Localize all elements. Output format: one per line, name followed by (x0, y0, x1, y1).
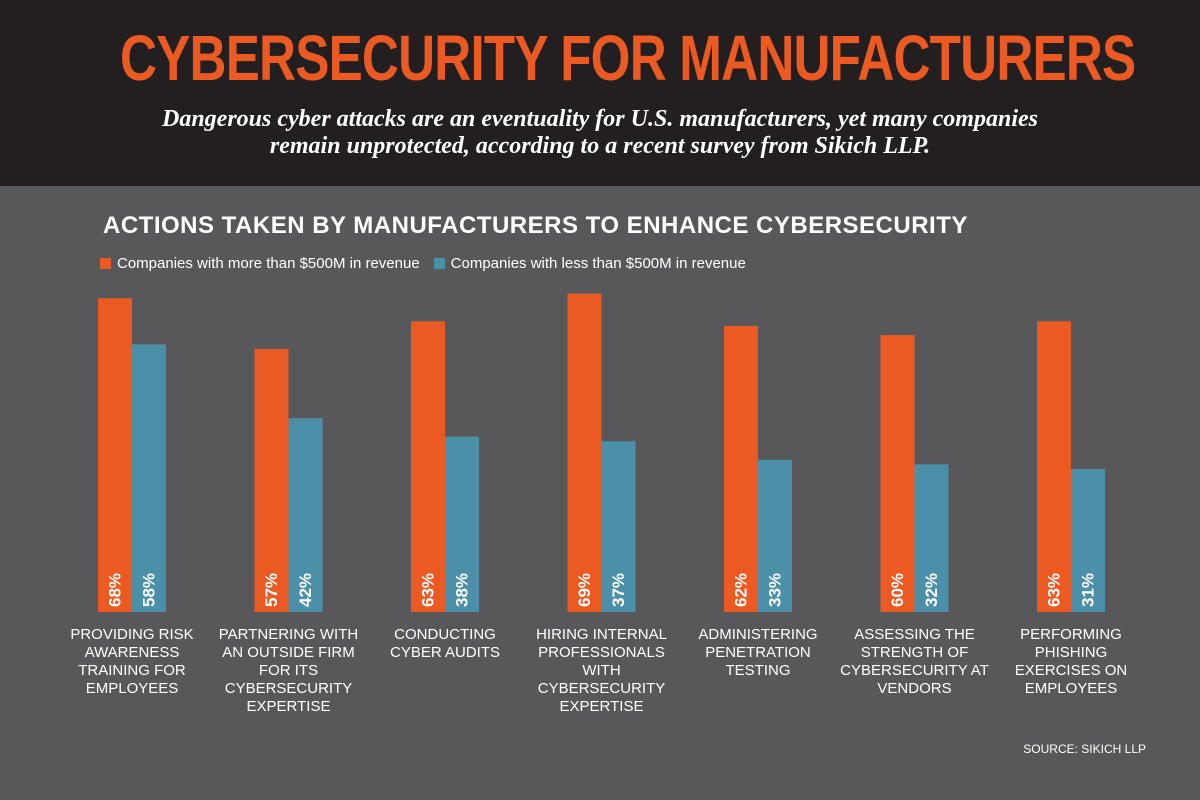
data-label-large-2: 57% (262, 573, 281, 607)
data-label-large-7: 63% (1045, 573, 1064, 607)
bar-large-5 (724, 325, 758, 612)
category-label-1: PROVIDING RISK AWARENESS TRAINING FOR EM… (70, 626, 194, 697)
data-label-small-5: 33% (766, 573, 785, 607)
data-label-small-2: 42% (296, 573, 315, 607)
source-note: SOURCE: SIKICH LLP (1023, 742, 1146, 756)
page-subtitle: Dangerous cyber attacks are an eventuali… (0, 106, 1200, 160)
data-label-large-4: 69% (575, 573, 594, 607)
page-title: CYBERSECURITY FOR MANUFACTURERS (120, 22, 1136, 94)
data-label-small-4: 37% (609, 573, 628, 607)
data-label-large-3: 63% (419, 573, 438, 607)
bar-small-6 (914, 464, 949, 612)
legend-item-large-companies: Companies with more than $500M in revenu… (100, 255, 420, 272)
category-label-2: PARTNERING WITH AN OUTSIDE FIRM FOR ITS … (218, 626, 359, 715)
subtitle-line-1: Dangerous cyber attacks are an eventuali… (162, 106, 1038, 132)
data-label-small-6: 32% (922, 573, 941, 607)
bar-large-7 (1037, 321, 1071, 612)
legend-label-small: Companies with less than $500M in revenu… (450, 254, 746, 272)
header-banner: CYBERSECURITY FOR MANUFACTURERS Dangerou… (0, 0, 1200, 186)
subtitle-line-2: remain unprotected, according to a recen… (269, 133, 931, 159)
data-label-small-3: 38% (453, 573, 472, 607)
chart-title: ACTIONS TAKEN BY MANUFACTURERS TO ENHANC… (103, 212, 968, 239)
category-label-4: HIRING INTERNAL PROFESSIONALS WITH CYBER… (536, 626, 667, 715)
bar-small-1 (132, 344, 166, 612)
category-label-6: ASSESSING THE STRENGTH OF CYBERSECURITY … (840, 626, 989, 697)
legend-swatch-large (100, 257, 111, 269)
bar-small-7 (1071, 468, 1105, 612)
legend-label-large: Companies with more than $500M in revenu… (117, 254, 420, 272)
data-label-small-1: 58% (140, 573, 159, 607)
bar-large-4 (567, 293, 602, 612)
category-label-7: PERFORMING PHISHING EXERCISES ON EMPLOYE… (1014, 626, 1128, 697)
data-label-large-5: 62% (732, 573, 751, 607)
bar-small-3 (445, 436, 479, 612)
category-label-3: CONDUCTING CYBER AUDITS (389, 626, 501, 661)
data-label-small-7: 31% (1079, 573, 1098, 607)
bar-large-2 (254, 348, 289, 612)
legend-item-small-companies: Companies with less than $500M in revenu… (433, 254, 746, 272)
bar-large-3 (411, 321, 445, 612)
bar-small-4 (601, 441, 636, 612)
data-label-large-1: 68% (106, 573, 125, 607)
data-label-large-6: 60% (888, 573, 907, 607)
bar-small-2 (288, 418, 323, 612)
bar-small-5 (758, 459, 792, 612)
bar-large-6 (880, 335, 915, 612)
category-label-5: ADMINISTERING PENETRATION TESTING (698, 626, 818, 679)
bar-large-1 (98, 298, 132, 612)
chart-legend: Companies with more than $500M in revenu… (100, 253, 760, 273)
legend-swatch-small (433, 257, 445, 269)
